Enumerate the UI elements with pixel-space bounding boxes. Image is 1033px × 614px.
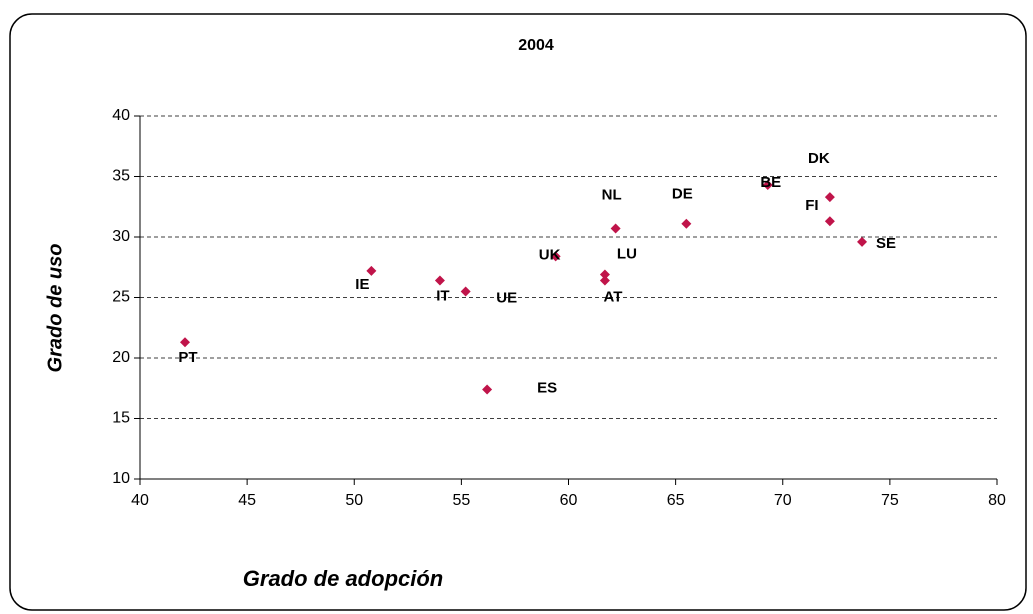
x-tick-label: 55 xyxy=(452,492,470,509)
point-label: NL xyxy=(602,186,622,203)
chart-title: 2004 xyxy=(518,37,554,54)
x-tick-label: 40 xyxy=(131,492,149,509)
point xyxy=(610,223,621,234)
point xyxy=(857,236,868,247)
x-tick-label: 45 xyxy=(238,492,256,509)
point xyxy=(824,216,835,227)
point-label: LU xyxy=(617,245,637,262)
point xyxy=(824,192,835,203)
point xyxy=(599,269,610,280)
point-label: DE xyxy=(672,186,693,203)
point-label: PT xyxy=(178,349,197,366)
point-label: BE xyxy=(760,174,781,191)
point xyxy=(179,337,190,348)
y-axis-label: Grado de uso xyxy=(44,244,66,373)
y-tick-label: 10 xyxy=(112,470,130,487)
x-tick-label: 50 xyxy=(345,492,363,509)
y-tick-label: 15 xyxy=(112,410,130,427)
y-tick-label: 30 xyxy=(112,228,130,245)
point xyxy=(434,275,445,286)
point-label: AT xyxy=(603,289,622,306)
chart-frame xyxy=(9,13,1027,611)
point xyxy=(550,251,561,262)
point-label: DK xyxy=(808,150,830,167)
x-tick-label: 75 xyxy=(881,492,899,509)
point-label: ES xyxy=(537,379,557,396)
point xyxy=(599,275,610,286)
y-tick-label: 20 xyxy=(112,349,130,366)
point-label: SE xyxy=(876,235,896,252)
x-tick-label: 70 xyxy=(774,492,792,509)
y-tick-label: 25 xyxy=(112,289,130,306)
point-label: UE xyxy=(496,289,517,306)
x-axis-label: Grado de adopción xyxy=(243,566,443,591)
point-label: IT xyxy=(436,288,449,305)
point xyxy=(366,265,377,276)
y-tick-label: 40 xyxy=(112,107,130,124)
point xyxy=(460,286,471,297)
point-label: UK xyxy=(539,246,561,263)
x-tick-label: 80 xyxy=(988,492,1006,509)
point-label: IE xyxy=(355,276,369,293)
point-label: FI xyxy=(805,197,818,214)
y-tick-label: 35 xyxy=(112,168,130,185)
point xyxy=(681,218,692,229)
x-tick-label: 65 xyxy=(667,492,685,509)
point xyxy=(762,179,773,190)
x-tick-label: 60 xyxy=(560,492,578,509)
point xyxy=(482,384,493,395)
